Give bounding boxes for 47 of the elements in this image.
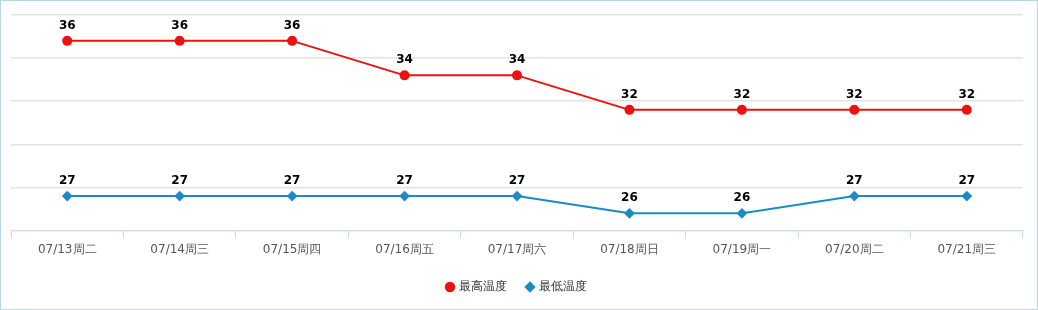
data-label: 27 — [396, 173, 413, 188]
data-label: 36 — [283, 18, 301, 32]
data-label: 34 — [508, 52, 526, 67]
data-label: 27 — [508, 173, 526, 188]
x-tick-label: 07/15周四 — [262, 241, 322, 256]
data-label: 32 — [621, 86, 638, 101]
x-tick-label: 07/20周二 — [825, 241, 884, 256]
data-label: 36 — [171, 18, 189, 32]
data-label: 27 — [958, 173, 976, 188]
point — [399, 191, 410, 202]
point — [961, 191, 972, 202]
point — [736, 208, 747, 219]
point — [174, 191, 185, 202]
legend-label: 最低温度 — [539, 279, 587, 294]
x-tick-label: 07/17周六 — [487, 241, 547, 256]
point — [849, 104, 860, 115]
data-label: 27 — [58, 173, 76, 188]
x-tick-label: 07/13周二 — [37, 241, 97, 256]
data-label: 32 — [958, 86, 976, 101]
data-label: 27 — [171, 173, 189, 188]
data-label: 26 — [733, 190, 751, 205]
x-tick-label: 07/21周三 — [937, 241, 997, 256]
data-label: 27 — [845, 173, 863, 188]
point — [174, 35, 185, 46]
x-tick-label: 07/19周一 — [712, 241, 772, 256]
x-tick-label: 07/18周日 — [600, 241, 659, 256]
point — [399, 70, 410, 81]
point — [512, 70, 522, 81]
data-label: 32 — [845, 86, 863, 101]
data-label: 36 — [58, 18, 76, 32]
x-tick-label: 07/16周五 — [375, 241, 434, 256]
x-tick-label: 07/14周三 — [150, 241, 209, 256]
point — [624, 208, 635, 219]
data-label: 34 — [396, 52, 413, 67]
data-label: 26 — [621, 190, 638, 205]
data-label: 27 — [283, 173, 301, 188]
point — [512, 191, 522, 202]
point — [62, 191, 73, 202]
data-label: 32 — [733, 86, 751, 101]
point — [736, 104, 747, 115]
point — [287, 191, 298, 202]
point — [62, 35, 73, 46]
point — [849, 191, 860, 202]
point — [624, 104, 635, 115]
point — [961, 104, 972, 115]
point — [287, 35, 298, 46]
legend-label: 最高温度 — [459, 279, 507, 294]
